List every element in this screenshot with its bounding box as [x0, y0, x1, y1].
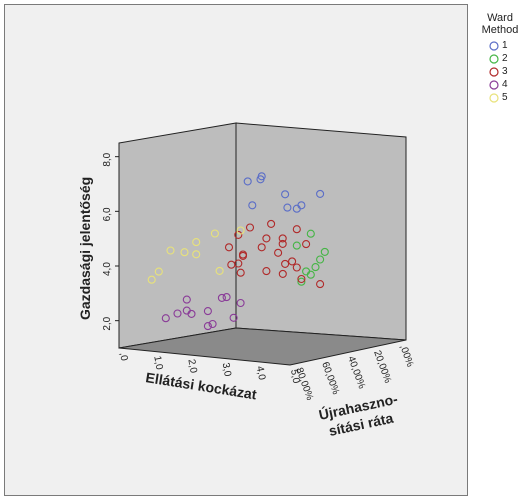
data-point-cluster-4	[161, 314, 170, 323]
data-point-cluster-3	[234, 230, 243, 239]
legend-entry: 2	[474, 52, 526, 65]
legend-marker-icon	[489, 92, 499, 103]
back-wall	[118, 122, 237, 349]
data-point-cluster-5	[166, 246, 175, 255]
legend-marker-icon	[489, 66, 499, 77]
data-point-cluster-3	[274, 248, 283, 257]
data-point-cluster-5	[215, 266, 224, 275]
data-point-cluster-2	[320, 247, 329, 256]
data-point-cluster-5	[180, 248, 189, 257]
y-axis-title: Gazdasági jelentőség	[77, 177, 93, 320]
x-tick-label: 1,0	[151, 355, 164, 371]
data-point-cluster-5	[210, 229, 219, 238]
legend-entry: 5	[474, 91, 526, 104]
data-point-cluster-4	[229, 313, 238, 322]
data-point-cluster-4	[217, 293, 226, 302]
legend: Ward Method 1 2 3 4 5	[474, 12, 526, 104]
data-point-cluster-3	[297, 274, 306, 284]
data-point-cluster-4	[173, 309, 182, 318]
x-axis-title: Ellátási kockázat	[145, 369, 259, 402]
x-tick-label: 3,0	[220, 362, 233, 378]
data-point-cluster-3	[238, 251, 248, 260]
data-point-cluster-3	[245, 223, 255, 232]
data-point-cluster-4	[236, 298, 245, 308]
data-point-cluster-3	[236, 268, 245, 277]
x-tick-label: 2,0	[185, 358, 198, 374]
data-point-cluster-2	[311, 263, 320, 272]
data-point-cluster-3	[292, 225, 301, 234]
data-point-cluster-3	[278, 269, 287, 278]
data-point-cluster-3	[257, 243, 266, 252]
z-tick-label: 80,00%	[293, 366, 315, 402]
legend-entry: 3	[474, 65, 526, 78]
side-wall	[235, 122, 407, 341]
points-layer	[147, 172, 329, 331]
legend-marker-icon	[489, 79, 499, 90]
legend-marker-icon	[489, 40, 499, 51]
data-point-cluster-1	[292, 204, 301, 213]
legend-label: 2	[502, 53, 508, 64]
data-point-cluster-3	[281, 259, 290, 268]
data-point-cluster-4	[203, 322, 212, 331]
data-point-cluster-1	[243, 177, 252, 186]
legend-label: 4	[502, 79, 508, 90]
legend-entry: 1	[474, 39, 526, 52]
data-point-cluster-5	[192, 238, 201, 247]
data-point-cluster-3	[224, 243, 234, 252]
x-axis-ticks: ,0 1,0 2,0 3,0 4,0 5,0	[117, 352, 301, 385]
data-point-cluster-5	[192, 250, 201, 259]
data-point-cluster-1	[256, 175, 265, 184]
data-point-cluster-3	[262, 267, 271, 276]
data-point-cluster-2	[306, 229, 315, 238]
x-tick-label: 5,0	[288, 369, 301, 385]
legend-label: 3	[502, 66, 508, 77]
data-point-cluster-3	[302, 240, 311, 249]
z-tick-label: 40,00%	[345, 355, 367, 391]
floor	[118, 327, 407, 366]
data-point-cluster-2	[297, 277, 306, 286]
y-tick-label: 4,0	[102, 262, 113, 276]
y-tick-label: 8,0	[102, 152, 113, 166]
data-point-cluster-2	[302, 267, 311, 276]
data-point-cluster-3	[278, 234, 287, 243]
data-point-cluster-3	[316, 280, 325, 289]
data-point-cluster-1	[316, 189, 325, 198]
legend-marker-icon	[489, 53, 499, 64]
data-point-cluster-3	[234, 259, 243, 268]
y-tick-label: 2,0	[102, 316, 113, 330]
data-point-cluster-3	[292, 263, 301, 272]
data-point-cluster-5	[154, 267, 163, 276]
data-point-cluster-4	[203, 307, 212, 316]
data-point-cluster-4	[208, 319, 217, 329]
x-tick-label: 4,0	[254, 365, 267, 381]
legend-title-line1: Ward	[487, 12, 513, 24]
y-axis-ticks: 2,0 4,0 6,0 8,0	[102, 152, 119, 331]
data-point-cluster-4	[222, 293, 231, 302]
data-point-cluster-2	[292, 241, 301, 250]
x-tick-label: ,0	[117, 352, 129, 363]
data-point-cluster-3	[278, 239, 287, 248]
legend-title-line2: Method	[481, 24, 519, 36]
z-tick-label: 60,00%	[319, 361, 341, 397]
legend-label: 5	[502, 92, 508, 103]
data-point-cluster-4	[182, 295, 191, 304]
y-tick-label: 6,0	[102, 207, 113, 221]
data-point-cluster-1	[248, 201, 257, 210]
data-point-cluster-4	[187, 309, 196, 318]
z-tick-label: ,00%	[397, 343, 415, 368]
legend-label: 1	[502, 40, 508, 51]
data-point-cluster-3	[288, 257, 297, 266]
data-point-cluster-5	[236, 226, 245, 235]
legend-entry: 4	[474, 78, 526, 91]
data-point-cluster-1	[281, 190, 290, 199]
z-tick-label: 20,00%	[371, 349, 393, 385]
data-point-cluster-3	[262, 234, 271, 243]
data-point-cluster-2	[316, 255, 325, 264]
data-point-cluster-3	[267, 219, 276, 228]
data-point-cluster-5	[147, 275, 156, 284]
data-point-cluster-1	[283, 203, 292, 212]
